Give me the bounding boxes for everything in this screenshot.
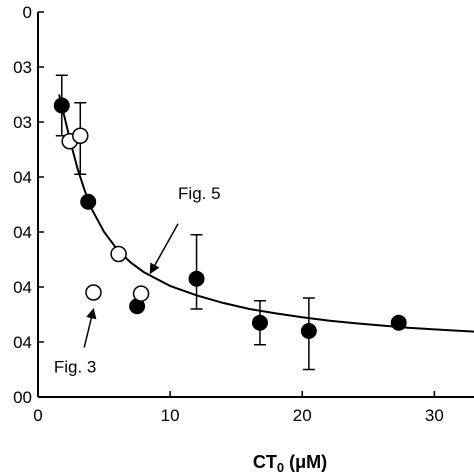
data-points	[53, 97, 407, 339]
x-tick-label: 0	[33, 406, 42, 425]
filled-point	[390, 314, 407, 331]
annotation-label: Fig. 5	[178, 184, 221, 203]
open-point	[110, 245, 127, 263]
y-tick-label: 04	[13, 168, 32, 187]
open-point	[72, 127, 89, 144]
filled-point	[300, 323, 317, 339]
x-axis-title: CT0 (μM)	[253, 452, 327, 474]
y-tick-label: 03	[13, 113, 32, 132]
x-tick-label: 30	[425, 406, 444, 425]
y-tick-label: 03	[13, 58, 32, 77]
x-tick-label: 10	[161, 406, 180, 425]
filled-point	[251, 314, 268, 331]
x-axis-title-main: CT	[253, 452, 277, 472]
fit-curve-group	[58, 94, 474, 333]
y-tick-label: 04	[13, 333, 32, 352]
y-tick-label: 04	[13, 278, 32, 297]
y-tick-label: 0	[23, 3, 32, 22]
x-axis-title-unit: (μM)	[284, 452, 327, 472]
y-tick-label: 04	[13, 223, 32, 242]
annotation-arrow	[149, 223, 179, 275]
x-tick-label: 20	[293, 406, 312, 425]
open-point	[85, 284, 102, 301]
axes	[37, 12, 474, 398]
y-tick-label: 00	[13, 388, 32, 407]
filled-point	[188, 270, 205, 287]
filled-point	[80, 193, 97, 210]
error-bars	[55, 74, 315, 371]
fit-curve	[58, 94, 474, 333]
open-point	[132, 285, 150, 302]
annotation-arrow	[83, 307, 97, 348]
annotations: Fig. 5 Fig. 3	[54, 184, 221, 376]
annotation-label: Fig. 3	[54, 357, 97, 376]
filled-point	[53, 97, 70, 114]
x-axis-title-sub: 0	[277, 460, 284, 474]
